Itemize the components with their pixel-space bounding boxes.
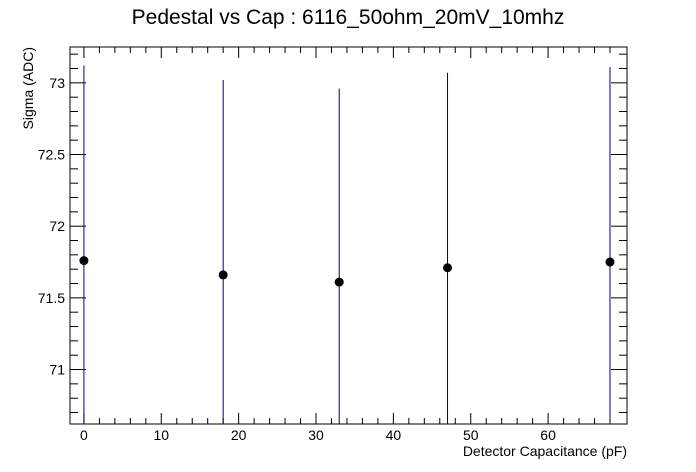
x-tick-label: 40 — [386, 427, 402, 443]
y-axis-tick-labels: 71 71.5 72 72.5 73 — [38, 75, 65, 378]
y-tick-label: 73 — [49, 75, 65, 91]
x-tick-label: 0 — [80, 427, 88, 443]
y-tick-label: 72 — [49, 218, 65, 234]
chart-title: Pedestal vs Cap : 6116_50ohm_20mV_10mhz — [132, 6, 565, 29]
data-point — [218, 270, 228, 280]
y-tick-label: 72.5 — [38, 147, 65, 163]
x-axis-ticks — [83, 47, 611, 424]
y-axis-label: Sigma (ADC) — [20, 47, 36, 129]
x-tick-label: 30 — [308, 427, 324, 443]
x-tick-label: 10 — [153, 427, 169, 443]
data-markers — [79, 256, 615, 287]
y-axis-ticks — [70, 53, 627, 414]
error-bars — [83, 65, 611, 424]
x-axis-tick-labels: 0 10 20 30 40 50 60 — [80, 427, 556, 443]
data-point — [443, 263, 453, 273]
data-point — [334, 277, 344, 287]
plot-frame — [69, 46, 628, 425]
data-point — [79, 256, 89, 266]
x-tick-label: 20 — [231, 427, 247, 443]
x-tick-label: 50 — [463, 427, 479, 443]
x-axis-label: Detector Capacitance (pF) — [463, 443, 627, 459]
y-tick-label: 71.5 — [38, 290, 65, 306]
data-point — [605, 257, 615, 267]
x-tick-label: 60 — [540, 427, 556, 443]
y-tick-label: 71 — [49, 362, 65, 378]
